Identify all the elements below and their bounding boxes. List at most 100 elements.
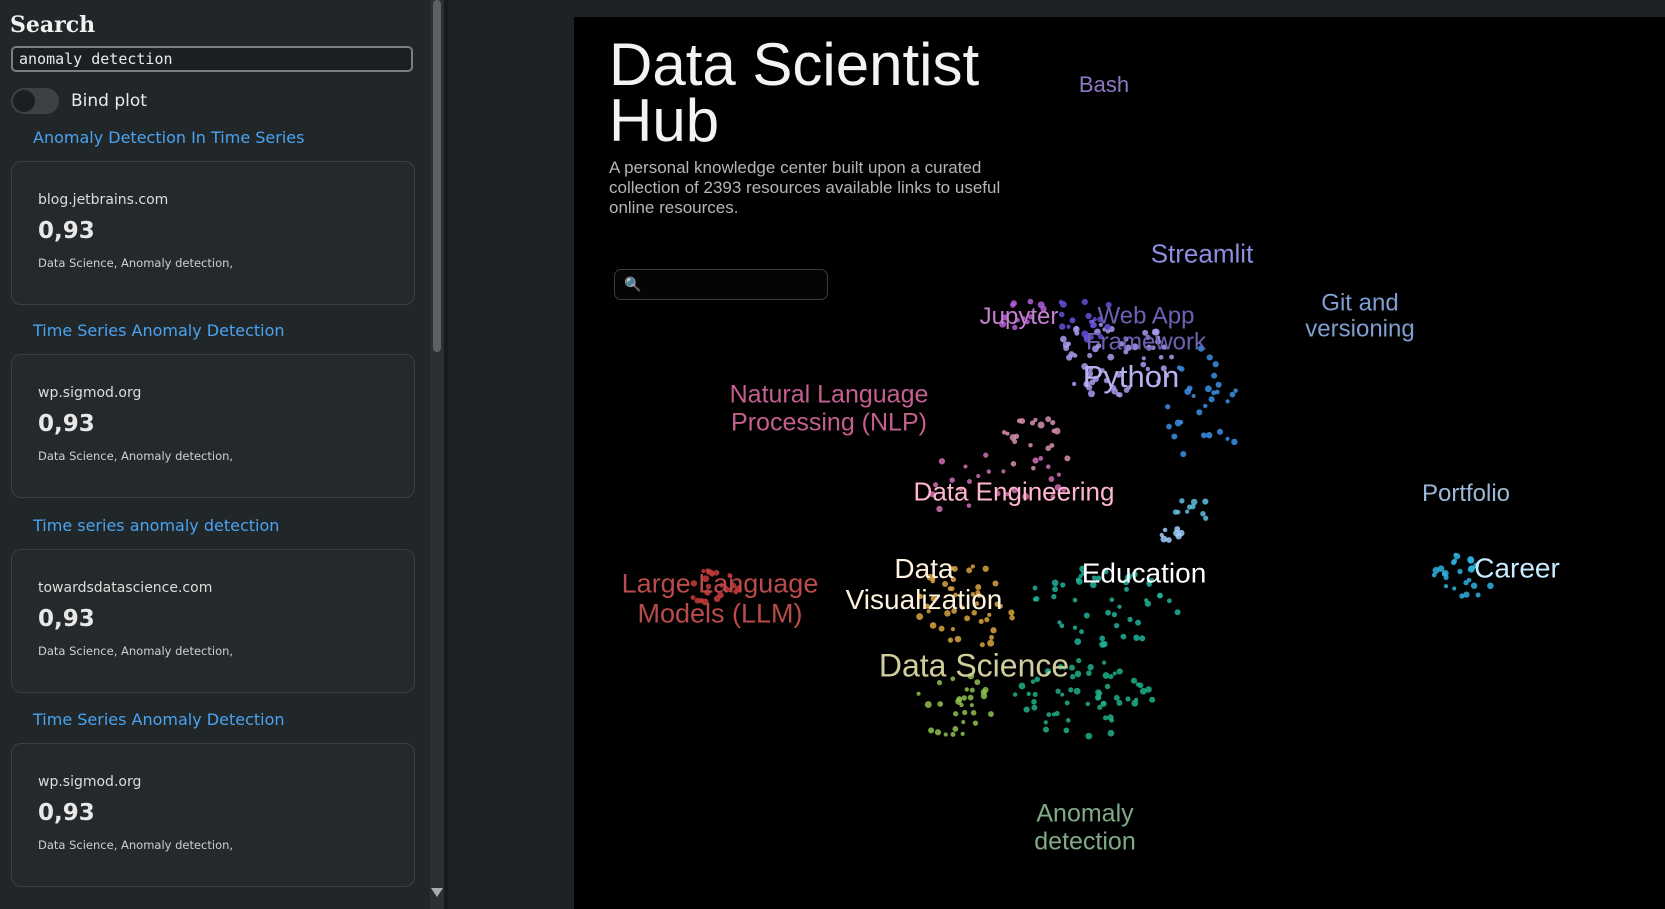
resource-point[interactable] [1231,438,1238,446]
resource-point[interactable] [958,487,963,492]
resource-point[interactable] [1037,301,1045,309]
resource-point[interactable] [986,469,991,474]
resource-point[interactable] [1131,343,1139,351]
resource-point[interactable] [1009,615,1015,621]
resource-point[interactable] [1059,335,1067,343]
resource-point[interactable] [979,642,985,648]
resource-point[interactable] [929,622,937,629]
resource-point[interactable] [1063,727,1070,734]
resource-point[interactable] [1045,464,1051,470]
resource-point[interactable] [944,610,951,617]
resource-point[interactable] [974,601,980,606]
resource-point[interactable] [1475,592,1481,598]
resource-point[interactable] [998,603,1003,609]
resource-point[interactable] [932,482,939,488]
resource-point[interactable] [1202,498,1209,505]
resource-point[interactable] [970,709,977,716]
resource-point[interactable] [1441,572,1447,577]
resource-point[interactable] [1098,322,1103,327]
resource-point[interactable] [1204,385,1212,393]
resource-point[interactable] [976,474,981,479]
resource-point[interactable] [1004,492,1010,497]
result-card[interactable]: blog.jetbrains.com 0,93 Data Science, An… [11,161,415,305]
resource-point[interactable] [1149,696,1156,703]
resource-point[interactable] [1085,312,1092,320]
resource-point[interactable] [928,727,935,734]
resource-point[interactable] [706,568,712,574]
resource-point[interactable] [1012,324,1018,331]
resource-point[interactable] [1060,692,1065,697]
resource-point[interactable] [971,610,978,616]
resource-point[interactable] [1071,381,1077,387]
resource-point[interactable] [961,719,966,725]
cluster-label-data-engineering[interactable]: Data Engineering [913,476,1115,507]
resource-point[interactable] [1151,328,1159,336]
resource-point[interactable] [950,731,956,737]
resource-point[interactable] [1043,720,1048,725]
resource-point[interactable] [1123,336,1129,342]
resource-point[interactable] [1229,391,1236,398]
resource-point[interactable] [950,676,956,682]
resource-point[interactable] [1044,668,1052,675]
cluster-label-data-science[interactable]: Data Science [878,647,1070,684]
resource-point[interactable] [1113,622,1120,629]
resource-point[interactable] [980,692,988,700]
resource-point[interactable] [1099,641,1106,648]
resource-point[interactable] [1178,419,1184,425]
resource-point[interactable] [1215,389,1220,395]
cluster-label-streamlit[interactable]: Streamlit [1150,238,1254,269]
resource-point[interactable] [1045,416,1052,423]
resource-point[interactable] [705,583,712,590]
resource-point[interactable] [1179,498,1185,504]
resource-point[interactable] [1095,575,1102,582]
resource-point[interactable] [1120,633,1127,640]
resource-point[interactable] [987,612,992,617]
resource-point[interactable] [1051,712,1056,717]
resource-point[interactable] [1099,368,1105,374]
resource-point[interactable] [1064,455,1071,462]
resource-point[interactable] [1144,600,1152,607]
resource-point[interactable] [1075,577,1081,583]
resource-point[interactable] [1095,694,1102,701]
resource-point[interactable] [1452,558,1458,564]
resource-point[interactable] [972,720,979,726]
resource-point[interactable] [1125,696,1131,702]
resource-point[interactable] [951,565,958,572]
resource-point[interactable] [1066,341,1072,347]
resource-point[interactable] [1225,399,1230,404]
resource-point[interactable] [1085,701,1090,707]
resource-point[interactable] [929,491,936,498]
resource-point[interactable] [1031,699,1037,705]
resource-point[interactable] [1001,430,1007,435]
resource-point[interactable] [1109,718,1114,723]
resource-point[interactable] [1083,335,1091,343]
resource-point[interactable] [1459,593,1465,599]
resource-point[interactable] [1108,674,1114,680]
resource-point[interactable] [1012,692,1018,697]
resource-point[interactable] [916,613,924,621]
resource-point[interactable] [956,696,963,702]
resource-point[interactable] [1178,529,1185,537]
resource-point[interactable] [1058,311,1065,318]
resource-point[interactable] [1048,476,1055,482]
resource-point[interactable] [967,672,975,680]
resource-point[interactable] [1097,333,1104,340]
resource-point[interactable] [1103,377,1110,384]
cluster-label-education[interactable]: Education [1081,557,1207,589]
resource-point[interactable] [1022,493,1030,500]
result-card[interactable]: wp.sigmod.org 0,93 Data Science, Anomaly… [11,743,415,887]
bind-plot-toggle[interactable]: Bind plot [11,88,147,114]
resource-point[interactable] [1159,532,1164,538]
cluster-label-bash[interactable]: Bash [1078,71,1130,97]
resource-point[interactable] [967,694,974,701]
resource-point[interactable] [1155,335,1161,341]
resource-point[interactable] [1092,375,1099,383]
resource-point[interactable] [937,701,944,707]
resource-point[interactable] [1032,691,1038,698]
resource-point[interactable] [701,598,709,606]
resource-point[interactable] [1126,573,1132,580]
resource-point[interactable] [1037,421,1045,429]
resource-point[interactable] [1024,319,1030,325]
resource-point[interactable] [930,578,935,584]
resource-point[interactable] [1141,356,1146,361]
